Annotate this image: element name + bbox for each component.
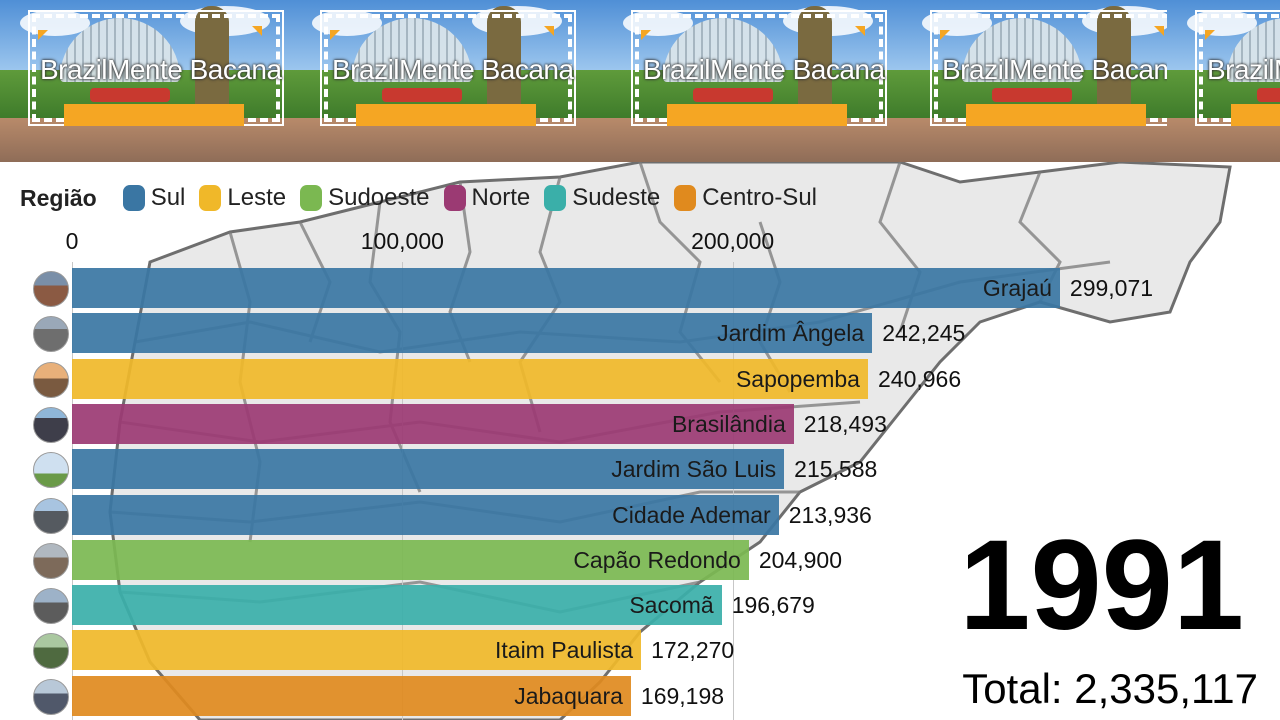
bar [72,675,631,716]
legend-item: Leste [199,184,286,212]
legend-label: Norte [471,184,531,211]
banner-tile: BrazilMente Bacana [292,0,603,162]
bar-value-label: 242,245 [882,320,966,347]
legend-label: Sudeste [572,184,661,211]
bar-category-label: Capão Redondo [573,546,741,573]
district-photo-icon [33,633,69,670]
legend-label: Centro-Sul [702,184,817,211]
banner-brand-text: BrazilMente Bacana [332,54,574,85]
district-photo-icon [33,542,69,579]
year-label: 1991 [959,514,1244,657]
district-photo-icon [33,271,69,307]
gridline [732,262,734,720]
legend-item: Sudeste [544,184,660,212]
legend-item: Centro-Sul [674,184,817,212]
bar [72,403,794,444]
legend-item: Sudoeste [300,184,430,212]
legend-swatch [443,185,466,211]
bar-category-label: Cidade Ademar [612,501,771,528]
district-photo-icon [33,497,69,534]
legend-swatch [122,185,145,211]
bar-value-label: 213,936 [788,501,872,528]
legend-label: Sudoeste [328,184,430,211]
bar-category-label: Itaim Paulista [495,637,634,664]
banner-tile: BrazilMente Bacana [0,0,292,162]
bar [72,630,642,671]
bar-value-label: 240,966 [877,365,962,392]
bar [72,268,1060,308]
bar [72,585,722,626]
bar-category-label: Brasilândia [671,410,786,437]
legend-swatch [674,185,697,211]
legend-swatch [544,185,567,211]
x-tick-label: 100,000 [360,228,444,254]
banner-tile: BrazilMente Bacana [902,0,1167,162]
bar-value-label: 299,071 [1069,275,1154,301]
legend-label: Leste [227,184,287,211]
gridline [402,262,404,720]
x-tick-label: 0 [65,228,79,254]
bar-value-label: 196,679 [731,592,815,619]
bar [72,313,873,354]
bar [72,539,749,580]
banner-brand-text: BrazilMente Bacana [1207,54,1280,85]
bar-value-label: 215,588 [794,456,878,483]
district-photo-icon [33,588,69,625]
banner: BrazilMente Bacana BrazilMente Bacana Braz… [0,0,1280,162]
gridline [72,262,73,720]
legend: Região Sul Leste Sudoeste Norte Sudeste Centr… [20,182,831,214]
bar [72,494,779,535]
banner-tile: BrazilMente Bacana [603,0,902,162]
district-photo-icon [33,678,69,715]
banner-brand-text: BrazilMente Bacana [40,54,282,85]
district-photo-icon [33,316,69,353]
district-photo-icon [33,361,69,398]
banner-brand-text: BrazilMente Bacana [643,54,885,85]
legend-label: Sul [150,184,186,211]
legend-item: Norte [443,184,531,212]
legend-item: Sul [122,184,186,212]
banner-tile: BrazilMente Bacana [1167,0,1280,162]
total-label: Total: 2,335,117 [962,665,1258,712]
bar-category-label: Jardim Ângela [717,320,865,347]
bar-category-label: Jabaquara [514,682,623,709]
banner-brand-text: BrazilMente Bacana [942,54,1167,85]
bar-value-label: 204,900 [758,546,842,573]
district-photo-icon [33,406,69,443]
bar-value-label: 218,493 [803,410,887,437]
bar [72,358,868,399]
legend-title: Região [20,184,97,211]
legend-swatch [199,185,222,211]
x-tick-label: 200,000 [691,228,775,254]
bar-category-label: Jardim São Luis [611,456,777,483]
bar-value-label: 172,270 [651,637,735,664]
bar-value-label: 169,198 [640,682,725,709]
bar [72,449,785,490]
bar-category-label: Grajaú [982,275,1052,301]
legend-swatch [300,185,323,211]
bar-category-label: Sacomã [629,592,714,619]
district-photo-icon [33,452,69,489]
bar-category-label: Sapopemba [735,365,860,392]
